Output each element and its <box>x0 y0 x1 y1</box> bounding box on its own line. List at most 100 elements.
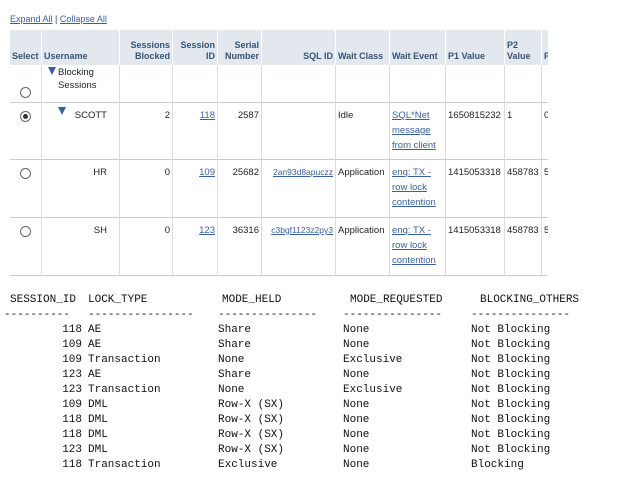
cell: SCOTT <box>42 103 120 160</box>
cell <box>173 65 218 103</box>
listing-header: MODE_HELD <box>222 294 282 306</box>
tree-toggle[interactable] <box>58 107 66 115</box>
link[interactable]: SQL*Net message from client <box>392 110 436 151</box>
link[interactable]: enq: TX - row lock contention <box>392 167 436 208</box>
tree-root-label: Blocking Sessions <box>58 67 97 91</box>
cell: 2 <box>120 103 173 160</box>
cell: enq: TX - row lock contention <box>390 160 446 218</box>
cell: 1415053318 <box>446 160 505 218</box>
session-id: 118 <box>62 414 82 426</box>
listing-cell: None <box>218 354 245 366</box>
session-id: 118 <box>62 324 82 336</box>
listing-header: SESSION_ID <box>10 294 77 306</box>
cell: HR <box>42 160 120 218</box>
column-header: Serial Number <box>218 30 262 65</box>
cell <box>10 65 42 103</box>
cell-text: SCOTT <box>74 110 107 121</box>
cell: 118 <box>173 103 218 160</box>
listing-cell: Row-X (SX) <box>218 444 285 456</box>
cell: 1650815232 <box>446 103 505 160</box>
column-header: Select <box>10 30 42 65</box>
cell: 123 <box>173 218 218 276</box>
column-header: P2 Value <box>505 30 542 65</box>
listing-cell: Share <box>218 369 252 381</box>
listing-cell: None <box>343 339 370 351</box>
listing-cell: Transaction <box>88 384 161 396</box>
radio[interactable] <box>20 226 31 237</box>
cell-text: 0 <box>544 110 548 121</box>
listing-cell: None <box>218 384 245 396</box>
cell-text: 1415053318 <box>448 225 501 236</box>
radio[interactable] <box>20 87 31 98</box>
cell-text: 1650815232 <box>448 110 501 121</box>
listing-cell: Transaction <box>88 354 161 366</box>
cell-text: 5 <box>544 225 548 236</box>
cell-text: 458783 <box>507 225 539 236</box>
listing-cell: Exclusive <box>218 459 278 471</box>
cell: 36316 <box>218 218 262 276</box>
cell: 0 <box>542 103 548 160</box>
session-id: 109 <box>62 354 82 366</box>
cell: 109 <box>173 160 218 218</box>
listing-cell: None <box>343 399 370 411</box>
cell: c3bgf1123z2py3 <box>262 218 336 276</box>
cell <box>262 65 336 103</box>
cell <box>10 160 42 218</box>
cell: 5 <box>542 160 548 218</box>
cell-text: 0 <box>164 225 170 236</box>
listing-cell: Blocking <box>471 459 524 471</box>
cell: 2an93d8apuczz <box>262 160 336 218</box>
session-id: 123 <box>62 384 82 396</box>
listing-rule: --------------- <box>343 309 443 321</box>
radio[interactable] <box>20 111 31 122</box>
session-id: 109 <box>62 339 82 351</box>
cell-text: Application <box>338 225 385 236</box>
column-header: P3 Value <box>542 30 548 65</box>
listing-cell: DML <box>88 399 108 411</box>
listing-cell: Not Blocking <box>471 384 551 396</box>
separator: | <box>55 14 58 24</box>
tree-toggle[interactable] <box>48 67 56 75</box>
listing-cell: None <box>343 414 370 426</box>
listing-cell: Not Blocking <box>471 324 551 336</box>
link[interactable]: enq: TX - row lock contention <box>392 225 436 266</box>
cell: 458783 <box>505 160 542 218</box>
listing-cell: Row-X (SX) <box>218 414 285 426</box>
cell <box>218 65 262 103</box>
link[interactable]: 123 <box>199 225 215 236</box>
cell-text: HR <box>93 167 107 178</box>
listing-header: MODE_REQUESTED <box>350 294 443 306</box>
listing-cell: DML <box>88 444 108 456</box>
listing-cell: DML <box>88 429 108 441</box>
cell: Application <box>336 218 390 276</box>
cell-text: 2587 <box>237 110 259 121</box>
listing-cell: Not Blocking <box>471 444 551 456</box>
session-id: 118 <box>62 429 82 441</box>
session-id: 109 <box>62 399 82 411</box>
listing-cell: Not Blocking <box>471 399 551 411</box>
cell: Application <box>336 160 390 218</box>
listing-header: BLOCKING_OTHERS <box>480 294 580 306</box>
cell: 0 <box>120 218 173 276</box>
cell-text: SH <box>93 225 107 236</box>
link[interactable]: 118 <box>199 110 215 121</box>
expand-all-link[interactable]: Expand All <box>10 14 53 24</box>
cell-text: 1415053318 <box>448 167 501 178</box>
toolbar: Expand All | Collapse All <box>10 14 107 24</box>
listing-cell: None <box>343 444 370 456</box>
link[interactable]: c3bgf1123z2py3 <box>271 225 333 235</box>
link[interactable]: 2an93d8apuczz <box>272 167 333 177</box>
listing-cell: Not Blocking <box>471 414 551 426</box>
cell <box>505 65 542 103</box>
radio[interactable] <box>20 168 31 179</box>
link[interactable]: 109 <box>199 167 215 178</box>
listing-cell: Not Blocking <box>471 369 551 381</box>
cell <box>262 103 336 160</box>
cell <box>10 103 42 160</box>
listing-cell: Not Blocking <box>471 354 551 366</box>
listing-header: LOCK_TYPE <box>88 294 148 306</box>
collapse-all-link[interactable]: Collapse All <box>59 14 107 24</box>
session-id: 123 <box>62 369 82 381</box>
column-header: P1 Value <box>446 30 505 65</box>
